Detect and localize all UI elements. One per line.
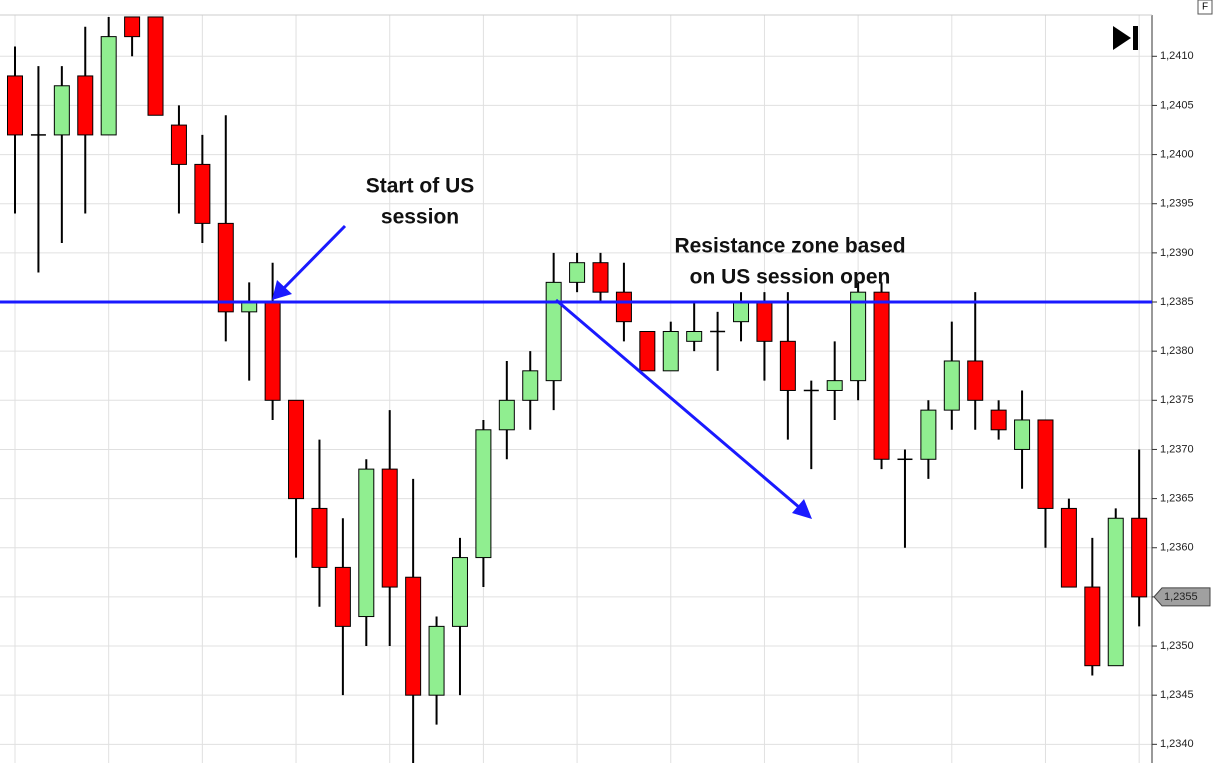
- candle-body: [217, 222, 234, 313]
- y-tick-label: 1,2400: [1160, 148, 1194, 160]
- candle-body: [358, 468, 375, 618]
- y-tick-label: 1,2385: [1160, 296, 1194, 308]
- candle-body: [124, 16, 141, 38]
- candle-body: [943, 360, 960, 411]
- price-tag: [1153, 587, 1211, 607]
- candle-body: [662, 330, 679, 372]
- candle-body: [686, 330, 703, 342]
- candle-body: [733, 301, 750, 323]
- candle-body: [1107, 517, 1124, 667]
- candle-body: [1014, 419, 1031, 450]
- candle-body: [288, 399, 305, 500]
- candle-body: [522, 370, 539, 401]
- candle-body: [967, 360, 984, 401]
- corner-box[interactable]: [1197, 0, 1213, 15]
- annotation: Resistance zone based: [674, 235, 905, 258]
- candle-body: [405, 576, 422, 696]
- candle-body: [264, 301, 281, 401]
- candle-body: [756, 301, 773, 342]
- candle-body: [592, 262, 609, 293]
- y-tick-label: 1,2405: [1160, 99, 1194, 111]
- y-tick-label: 1,2360: [1160, 542, 1194, 554]
- arrow: [555, 298, 812, 519]
- y-tick-label: 1,2365: [1160, 493, 1194, 505]
- candle-body: [569, 262, 586, 283]
- y-tick-label: 1,2375: [1160, 394, 1194, 406]
- y-tick-label: 1,2410: [1160, 50, 1194, 62]
- candle-body: [850, 291, 867, 382]
- candle-body: [545, 281, 562, 382]
- candles: [7, 16, 1148, 763]
- corner-label: F: [1202, 2, 1208, 13]
- candle-body: [639, 330, 656, 372]
- candle-body: [615, 291, 632, 323]
- candle-body: [428, 625, 445, 696]
- candle-body: [1060, 507, 1077, 588]
- y-tick-label: 1,2345: [1160, 689, 1194, 701]
- annotation: Start of US: [366, 175, 475, 198]
- candle-body: [170, 124, 187, 165]
- candle-body: [100, 36, 117, 136]
- candle-body: [990, 409, 1007, 431]
- candle-body: [1037, 419, 1054, 509]
- y-tick-label: 1,2390: [1160, 247, 1194, 259]
- candle-body: [826, 380, 843, 391]
- annotation: session: [381, 206, 459, 229]
- y-tick-label: 1,2370: [1160, 443, 1194, 455]
- candle-body: [498, 399, 515, 431]
- candle-body: [194, 163, 211, 224]
- candle-body: [1084, 586, 1101, 667]
- candle-body: [451, 557, 468, 627]
- annotation: on US session open: [690, 266, 891, 289]
- y-tick-label: 1,2395: [1160, 198, 1194, 210]
- candle-body: [475, 429, 492, 559]
- candle-body: [311, 507, 328, 568]
- candle-body: [334, 566, 351, 627]
- y-tick-label: 1,2350: [1160, 640, 1194, 652]
- y-tick-label: 1,2340: [1160, 738, 1194, 750]
- price-tag-label: 1,2355: [1164, 591, 1198, 603]
- candle-body: [53, 85, 70, 136]
- candle-body: [920, 409, 937, 460]
- candle-body: [1131, 517, 1148, 598]
- go-to-end-icon[interactable]: [1113, 26, 1138, 50]
- candle-body: [381, 468, 398, 588]
- candle-body: [779, 340, 796, 391]
- candle-body: [77, 75, 94, 136]
- y-tick-label: 1,2380: [1160, 345, 1194, 357]
- candle-body: [147, 16, 164, 116]
- candle-body: [7, 75, 23, 136]
- arrow: [272, 224, 347, 300]
- candle-body: [873, 291, 890, 460]
